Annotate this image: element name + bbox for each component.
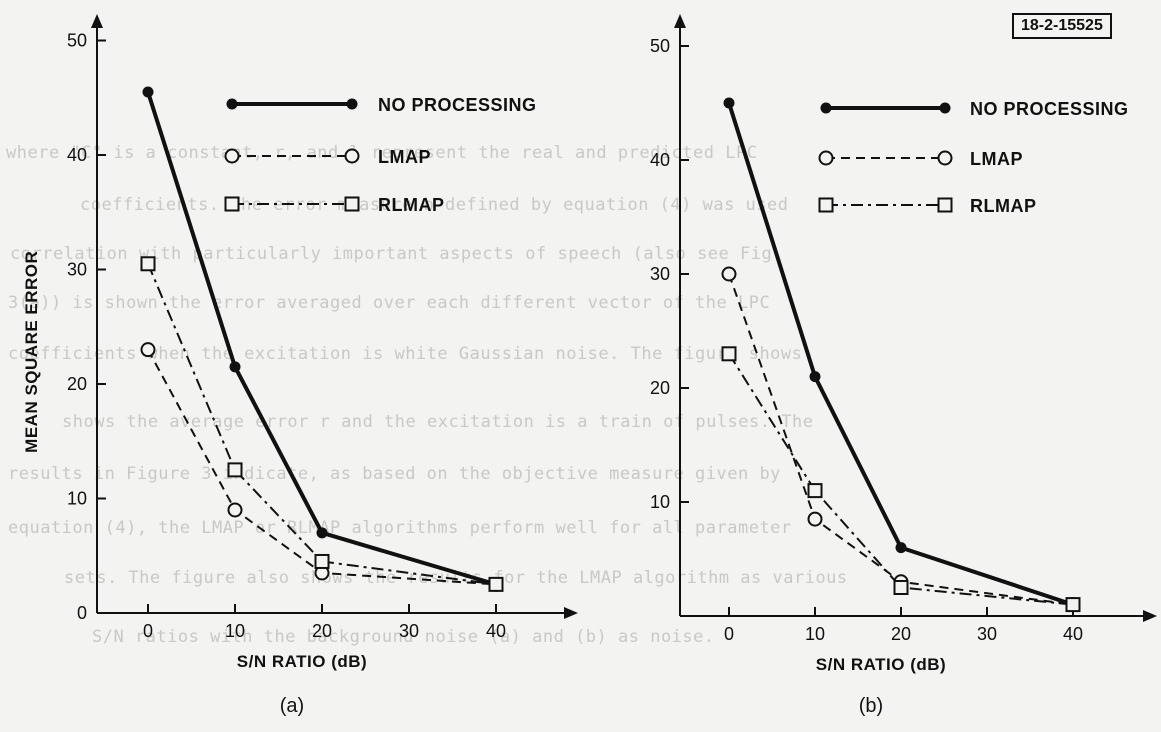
chart-panel-b: 10 20 30 40 50 0 10 20 30 40 S/N RATIO (dB) (b) NO P…	[650, 14, 1157, 717]
x-tick-label: 40	[1063, 624, 1083, 644]
data-point	[893, 580, 909, 595]
data-point	[142, 86, 154, 98]
x-tick-label: 10	[225, 621, 245, 641]
series-line-rlmap	[728, 353, 1074, 606]
y-tick-label: 10	[67, 489, 87, 509]
data-point	[227, 462, 243, 478]
legend-label: RLMAP	[970, 196, 1037, 216]
legend-label: LMAP	[970, 149, 1023, 169]
x-tick-label: 0	[724, 624, 734, 644]
data-point	[227, 502, 243, 518]
data-point	[807, 511, 823, 527]
data-point	[1065, 597, 1081, 613]
x-axis-title: S/N RATIO (dB)	[816, 655, 946, 674]
legend-marker	[937, 150, 953, 166]
legend-marker	[937, 197, 953, 213]
series-line-no-processing	[146, 91, 497, 587]
y-tick-label: 20	[650, 378, 670, 398]
x-tick-label: 30	[977, 624, 997, 644]
data-point	[807, 483, 823, 499]
legend-marker	[346, 98, 358, 110]
y-tick-label: 30	[650, 264, 670, 284]
y-tick-label: 10	[650, 492, 670, 512]
legend-marker	[344, 196, 360, 212]
panel-label: (b)	[859, 695, 883, 717]
series-line-lmap	[147, 349, 497, 586]
y-tick-label: 20	[67, 374, 87, 394]
data-point	[229, 361, 241, 373]
data-point	[809, 371, 821, 383]
x-tick-label: 20	[312, 621, 332, 641]
data-point	[723, 97, 735, 109]
x-axis-title: S/N RATIO (dB)	[237, 652, 367, 671]
x-tick-label: 30	[399, 621, 419, 641]
series-line-lmap	[728, 273, 1074, 606]
legend-marker	[226, 98, 238, 110]
y-tick-label: 50	[650, 36, 670, 56]
legend-marker	[818, 150, 834, 166]
data-point	[140, 342, 156, 358]
y-axis-arrow	[91, 14, 103, 28]
series-line-rlmap	[147, 263, 497, 586]
x-tick-label: 40	[486, 621, 506, 641]
legend-label: NO PROCESSING	[970, 99, 1129, 119]
data-point	[895, 542, 907, 554]
x-axis-arrow	[1143, 610, 1157, 622]
data-point	[721, 266, 737, 282]
data-point	[721, 346, 737, 362]
chart-panel-a: 0 10 20 30 40 50 0 10 20 30 40 S/N RATIO (dB) MEAN S…	[22, 14, 578, 717]
legend-marker	[344, 148, 360, 164]
legend-marker	[939, 102, 951, 114]
x-axis-arrow	[564, 607, 578, 619]
panel-label: (a)	[280, 695, 304, 717]
x-tick-label: 20	[891, 624, 911, 644]
data-point	[316, 527, 328, 539]
figure-id-label: 18-2-15525	[1012, 13, 1112, 39]
x-tick-label: 0	[143, 621, 153, 641]
y-tick-label: 40	[650, 150, 670, 170]
data-point	[314, 553, 330, 569]
data-point	[140, 256, 156, 272]
y-tick-label: 30	[67, 260, 87, 280]
legend-marker	[224, 148, 240, 164]
legend-marker	[224, 196, 240, 212]
x-tick-label: 10	[805, 624, 825, 644]
y-tick-label: 0	[77, 603, 87, 623]
legend-marker	[818, 197, 834, 213]
legend-label: LMAP	[378, 147, 431, 167]
legend-label: RLMAP	[378, 195, 445, 215]
data-point	[488, 576, 504, 592]
y-tick-label: 40	[67, 145, 87, 165]
y-axis-arrow	[674, 14, 686, 28]
legend-label: NO PROCESSING	[378, 95, 537, 115]
series-line-no-processing	[727, 102, 1074, 607]
y-axis-title: MEAN SQUARE ERROR	[22, 251, 41, 453]
legend-marker	[820, 102, 832, 114]
y-tick-label: 50	[67, 31, 87, 51]
